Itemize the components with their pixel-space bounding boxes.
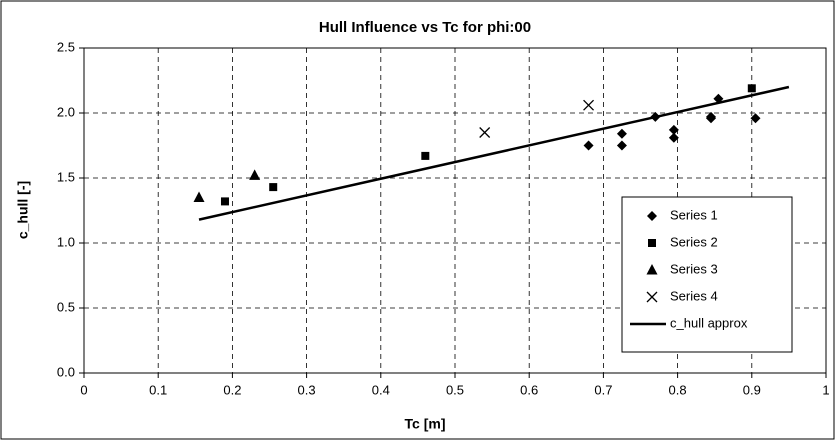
point	[750, 113, 761, 124]
point	[616, 140, 627, 151]
point	[249, 169, 261, 180]
point	[479, 127, 491, 138]
point	[668, 124, 679, 135]
point	[269, 183, 278, 192]
point	[668, 132, 679, 143]
x-tick-label: 0.8	[669, 382, 687, 397]
legend-swatch	[648, 239, 656, 247]
y-tick-label: 2.5	[57, 39, 75, 54]
legend-label: Series 2	[670, 234, 718, 249]
x-tick-label: 0.3	[298, 382, 316, 397]
point	[616, 128, 627, 139]
point	[705, 111, 716, 122]
x-tick-label: 0.1	[149, 382, 167, 397]
x-tick-label: 0	[80, 382, 87, 397]
point	[583, 140, 594, 151]
chart-title: Hull Influence vs Tc for phi:00	[319, 19, 531, 36]
y-tick-label: 1.0	[57, 234, 75, 249]
plot-area	[83, 47, 827, 374]
y-tick-label: 1.5	[57, 169, 75, 184]
legend: Series 1 Series 2 Series 3 Series 4 c_hull a…	[621, 196, 793, 353]
legend-swatch	[647, 211, 657, 221]
point	[747, 84, 756, 93]
x-tick-label: 0.6	[520, 382, 538, 397]
x-axis-label: Tc [m]	[405, 416, 446, 432]
fit-line	[198, 85, 790, 221]
point	[193, 191, 205, 202]
y-tick-label: 2.0	[57, 104, 75, 119]
legend-label: Series 1	[670, 207, 718, 222]
legend-swatch	[646, 264, 658, 275]
point	[421, 151, 430, 160]
y-axis-label: c_hull [-]	[15, 181, 31, 239]
legend-label: Series 4	[670, 288, 718, 303]
x-tick-label: 0.2	[223, 382, 241, 397]
legend-label: Series 3	[670, 261, 718, 276]
x-tick-label: 0.9	[743, 382, 761, 397]
x-tick-label: 0.5	[446, 382, 464, 397]
x-tick-label: 0.4	[372, 382, 390, 397]
point	[220, 197, 229, 206]
point	[583, 99, 595, 111]
legend-swatch	[646, 291, 658, 303]
legend-label: c_hull approx	[670, 315, 748, 330]
x-tick-label: 1	[822, 382, 829, 397]
y-tick-label: 0.0	[57, 364, 75, 379]
y-tick-label: 0.5	[57, 299, 75, 314]
x-tick-label: 0.7	[594, 382, 612, 397]
